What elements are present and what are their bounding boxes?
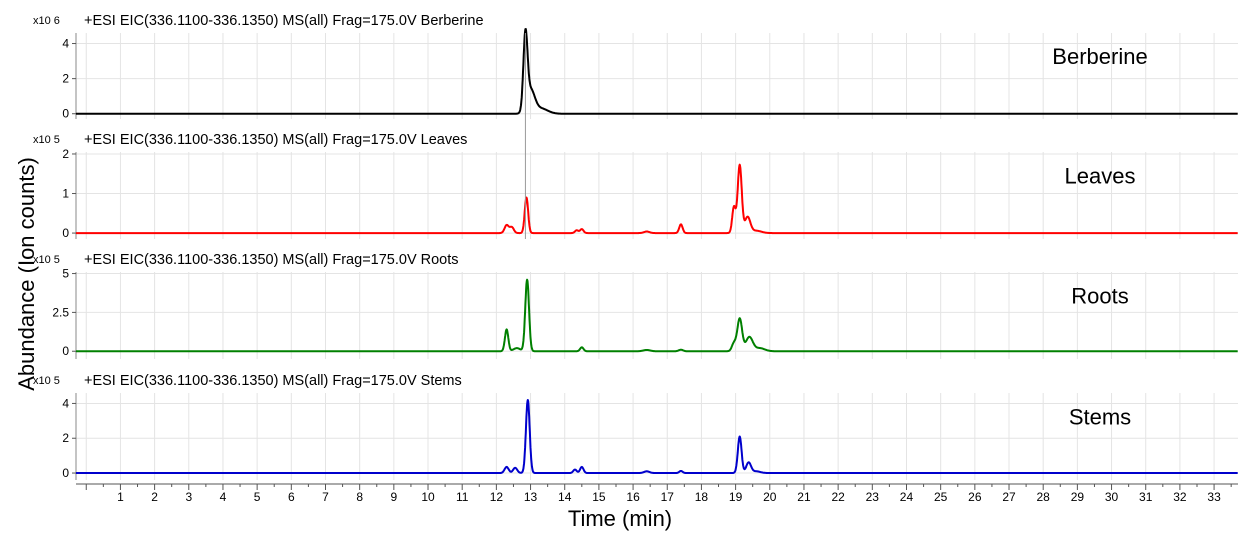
panel-title: +ESI EIC(336.1100-336.1350) MS(all) Frag… (84, 132, 467, 148)
x-tick-label: 12 (490, 490, 504, 504)
y-tick-label: 0 (62, 226, 69, 240)
x-tick-label: 13 (524, 490, 538, 504)
y-tick-label: 0 (62, 466, 69, 480)
x-tick-label: 16 (626, 490, 640, 504)
x-tick-label: 24 (900, 490, 914, 504)
x-tick-label: 10 (421, 490, 435, 504)
x-tick-label: 15 (592, 490, 606, 504)
x-tick-label: 22 (831, 490, 845, 504)
x-tick-label: 33 (1207, 490, 1221, 504)
y-tick-label: 4 (62, 396, 69, 410)
panel-title: +ESI EIC(336.1100-336.1350) MS(all) Frag… (84, 252, 459, 268)
y-tick-label: 2.5 (52, 305, 69, 319)
x-tick-label: 14 (558, 490, 572, 504)
y-tick-label: 5 (62, 267, 69, 281)
y-tick-label: 0 (62, 107, 69, 121)
x-tick-label: 8 (356, 490, 363, 504)
x-tick-label: 1 (117, 490, 124, 504)
trace-leaves (75, 163, 1238, 235)
x-tick-label: 31 (1139, 490, 1153, 504)
x-axis: 1 2 3 4 5 6 7 8 9 10 11 12 13 14 15 16 17 18 19 20 21 22 23 24 2… (76, 483, 1238, 504)
x-tick-label: 4 (220, 490, 227, 504)
x-tick-label: 20 (763, 490, 777, 504)
panel-title: +ESI EIC(336.1100-336.1350) MS(all) Frag… (84, 373, 462, 389)
x-tick-label: 18 (695, 490, 709, 504)
x-tick-label: 5 (254, 490, 261, 504)
x-tick-label: 3 (185, 490, 192, 504)
trace-berberine (75, 28, 1238, 115)
y-tick-label: 2 (62, 147, 69, 161)
y-tick-label: 4 (62, 37, 69, 51)
x-tick-label: 21 (797, 490, 811, 504)
x-tick-label: 6 (288, 490, 295, 504)
panel-title: +ESI EIC(336.1100-336.1350) MS(all) Frag… (84, 13, 484, 29)
series-label: Stems (1069, 404, 1131, 429)
series-label: Roots (1071, 283, 1128, 308)
y-scale-label: x10 5 (33, 134, 60, 146)
x-tick-label: 25 (934, 490, 948, 504)
x-tick-label: 7 (322, 490, 329, 504)
trace-stems (75, 399, 1238, 474)
y-scale-label: x10 6 (33, 15, 60, 27)
x-tick-label: 19 (729, 490, 743, 504)
x-tick-label: 2 (151, 490, 158, 504)
y-tick-label: 0 (62, 344, 69, 358)
x-axis-label: Time (min) (568, 506, 672, 531)
trace-roots (75, 278, 1238, 353)
x-tick-label: 23 (866, 490, 880, 504)
y-tick-label: 2 (62, 431, 69, 445)
series-label: Berberine (1052, 44, 1147, 69)
x-tick-label: 26 (968, 490, 982, 504)
y-tick-label: 1 (62, 187, 69, 201)
x-tick-label: 30 (1105, 490, 1119, 504)
y-tick-label: 2 (62, 72, 69, 86)
x-tick-label: 17 (661, 490, 675, 504)
y-scale-label: x10 5 (33, 254, 60, 266)
x-tick-label: 27 (1002, 490, 1016, 504)
x-tick-label: 28 (1037, 490, 1051, 504)
x-tick-label: 11 (456, 490, 469, 504)
y-scale-label: x10 5 (33, 375, 60, 387)
y-axis-label: Abundance (Ion counts) (14, 157, 39, 391)
x-tick-label: 9 (390, 490, 397, 504)
x-tick-label: 32 (1173, 490, 1187, 504)
series-label: Leaves (1065, 163, 1136, 188)
x-tick-label: 29 (1071, 490, 1085, 504)
